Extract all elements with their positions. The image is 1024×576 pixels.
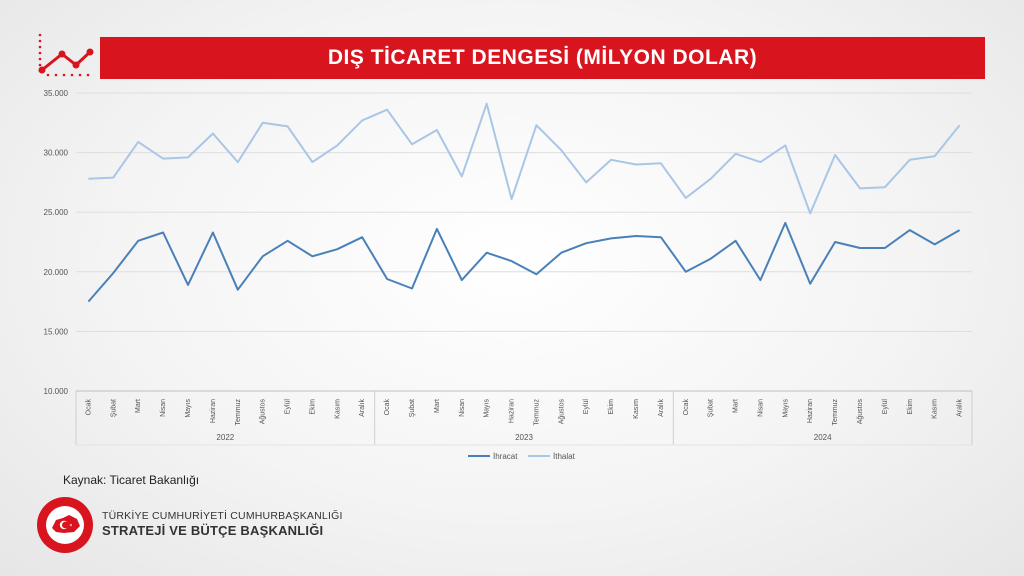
trend-chart-icon: [38, 33, 94, 77]
x-tick-label: Mart: [733, 399, 740, 413]
x-tick-label: Mayıs: [782, 399, 789, 418]
x-tick-label: Aralık: [957, 399, 964, 417]
year-label: 2024: [814, 433, 832, 442]
series-line-ihracat: [87, 221, 961, 303]
x-tick-label: Ağustos: [260, 399, 267, 425]
org-name-line1: TÜRKİYE CUMHURİYETİ CUMHURBAŞKANLIĞI: [102, 510, 343, 522]
x-tick-label: Haziran: [807, 399, 814, 423]
x-tick-label: Ocak: [384, 399, 391, 416]
x-tick-label: Nisan: [160, 399, 167, 417]
source-note: Kaynak: Ticaret Bakanlığı: [63, 473, 200, 487]
institution-logo: [37, 497, 93, 553]
x-tick-label: Ocak: [85, 399, 92, 416]
legend-label-ithalat: İthalat: [553, 452, 576, 461]
x-tick-label: Kasım: [633, 399, 640, 419]
y-tick-label: 15.000: [44, 327, 69, 336]
y-tick-label: 10.000: [44, 387, 69, 396]
x-tick-label: Ekim: [907, 399, 914, 415]
x-tick-label: Temmuz: [832, 399, 839, 426]
chart-title: DIŞ TİCARET DENGESİ (MİLYON DOLAR): [327, 46, 758, 69]
x-tick-label: Temmuz: [235, 399, 242, 426]
x-tick-label: Şubat: [708, 399, 715, 417]
y-tick-label: 25.000: [44, 208, 69, 217]
y-axis: 10.000 15.000 20.000 25.000 30.000 35.000: [44, 89, 69, 396]
x-axis: Ocak Şubat Mart Nisan Mayıs Haziran Temmuz Ağus…: [75, 391, 973, 446]
legend-label-ihracat: İhracat: [493, 452, 518, 461]
x-tick-label: Aralık: [359, 399, 366, 417]
year-label: 2023: [515, 433, 533, 442]
x-tick-label: Ağustos: [857, 399, 864, 425]
x-tick-label: Mart: [135, 399, 142, 413]
year-label: 2022: [216, 433, 234, 442]
x-tick-label: Kasım: [334, 399, 341, 419]
chart-lines: [87, 102, 961, 303]
x-tick-label: Ekim: [309, 399, 316, 415]
x-tick-label: Nisan: [757, 399, 764, 417]
org-name-line2: STRATEJİ VE BÜTÇE BAŞKANLIĞI: [102, 523, 324, 538]
y-tick-label: 35.000: [44, 89, 69, 98]
x-tick-label: Temmuz: [533, 399, 540, 426]
x-tick-label: Eylül: [882, 399, 889, 415]
x-tick-label: Ağustos: [558, 399, 565, 425]
x-tick-label: Haziran: [509, 399, 516, 423]
y-tick-label: 20.000: [44, 268, 69, 277]
x-tick-label: Kasım: [932, 399, 939, 419]
x-tick-label: Ocak: [683, 399, 690, 416]
x-tick-label: Haziran: [210, 399, 217, 423]
x-tick-label: Şubat: [110, 399, 117, 417]
x-tick-label: Nisan: [459, 399, 466, 417]
chart-grid: [76, 92, 972, 392]
title-bar: DIŞ TİCARET DENGESİ (MİLYON DOLAR): [100, 37, 985, 79]
x-tick-label: Mart: [434, 399, 441, 413]
x-tick-label: Mayıs: [185, 399, 192, 418]
x-tick-label: Ekim: [608, 399, 615, 415]
y-tick-label: 30.000: [44, 149, 69, 158]
x-tick-label: Mayıs: [484, 399, 491, 418]
series-line-ithalat: [88, 102, 961, 215]
chart-legend: İhracat İthalat: [468, 452, 576, 461]
x-tick-label: Şubat: [409, 399, 416, 417]
x-tick-label: Eylül: [583, 399, 590, 415]
x-tick-label: Eylül: [285, 399, 292, 415]
x-tick-label: Aralık: [658, 399, 665, 417]
